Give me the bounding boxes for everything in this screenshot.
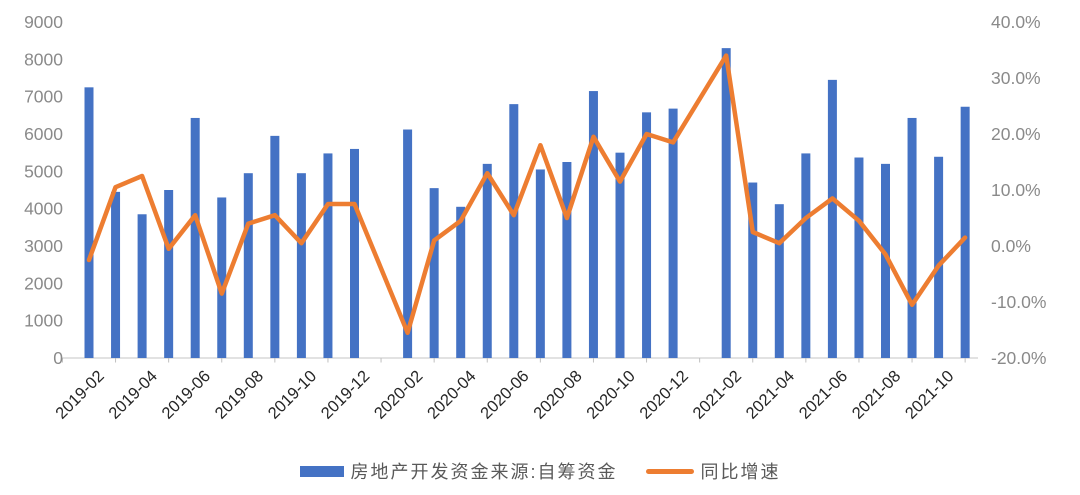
bar-series [84, 48, 970, 359]
bar-2020-05 [482, 163, 492, 358]
x-axis-category-label: 2019-10 [265, 367, 321, 423]
line-series-swatch-icon [645, 468, 694, 474]
left-axis-tick-label: 6000 [24, 124, 63, 144]
left-axis-tick-label: 1000 [24, 311, 63, 331]
left-axis-tick-label: 4000 [24, 199, 63, 219]
left-axis-tick-label: 5000 [24, 161, 63, 181]
left-axis-tick-label: 8000 [24, 49, 63, 69]
x-axis-category-label: 2019-06 [158, 367, 214, 423]
x-axis-category-label: 2020-04 [424, 367, 480, 423]
left-axis-tick-label: 3000 [24, 236, 63, 256]
bar-series-swatch-icon [299, 465, 344, 477]
x-axis-category-label: 2019-08 [212, 367, 268, 423]
x-axis [61, 357, 978, 363]
bar-2019-06 [190, 117, 200, 359]
x-axis-category-label: 2020-02 [371, 367, 427, 423]
legend-item-bar-series: 房地产开发资金来源:自筹资金 [299, 458, 618, 484]
bar-2019-04 [137, 214, 147, 358]
left-axis-tick-label: 7000 [24, 87, 63, 107]
bar-2020-09 [588, 91, 598, 359]
bar-2021-11 [960, 106, 970, 358]
x-axis-category-label: 2021-08 [849, 367, 905, 423]
x-axis-category-label: 2020-06 [477, 367, 533, 423]
right-axis-tick-label: 30.0% [991, 68, 1041, 88]
chart-legend: 房地产开发资金来源:自筹资金 同比增速 [0, 458, 1080, 484]
x-axis-category-label: 2019-04 [105, 367, 161, 423]
left-axis-labels: 9000 8000 7000 6000 5000 4000 3000 2000 1000 0 [24, 12, 63, 368]
bar-2021-04 [774, 204, 784, 358]
bar-2020-02 [403, 129, 413, 358]
x-axis-labels: 2019-022019-042019-062019-082019-102019-… [52, 367, 957, 423]
x-axis-category-label: 2020-12 [636, 367, 692, 423]
bar-2020-08 [562, 162, 572, 358]
bar-2020-03 [429, 188, 439, 358]
bar-2019-11 [323, 153, 333, 358]
x-axis-category-label: 2020-08 [530, 367, 586, 423]
bar-2020-10 [615, 152, 625, 358]
x-axis-category-label: 2021-10 [902, 367, 958, 423]
bar-2019-05 [164, 190, 174, 358]
bar-2019-07 [217, 197, 227, 358]
right-axis-tick-label: 0.0% [991, 236, 1031, 256]
line-series-label: 同比增速 [700, 462, 781, 482]
bar-2021-07 [854, 157, 864, 358]
bar-series-label: 房地产开发资金来源:自筹资金 [350, 462, 618, 482]
bar-2021-09 [907, 117, 917, 359]
bar-2019-08 [243, 173, 253, 358]
x-axis-category-label: 2021-02 [689, 367, 745, 423]
right-axis-tick-label: 40.0% [991, 12, 1041, 32]
x-axis-category-label: 2019-02 [52, 367, 108, 423]
bar-2021-02 [721, 48, 731, 359]
bar-2019-02 [84, 87, 94, 358]
bar-2021-08 [881, 163, 890, 358]
left-axis-tick-label: 0 [53, 348, 63, 368]
x-axis-category-label: 2021-04 [743, 367, 799, 423]
bar-2021-10 [934, 156, 944, 358]
bar-2020-11 [642, 112, 652, 358]
bar-2021-03 [748, 182, 758, 358]
bar-2020-04 [456, 206, 466, 358]
right-axis-tick-label: 10.0% [991, 180, 1041, 200]
bar-2020-06 [509, 104, 519, 358]
bar-2021-05 [801, 153, 811, 358]
right-axis-tick-label: 20.0% [991, 124, 1041, 144]
bar-2020-07 [535, 169, 545, 358]
right-axis-labels: 40.0% 30.0% 20.0% 10.0% 0.0% -10.0% -20.0% [991, 12, 1046, 368]
x-axis-category-label: 2019-12 [318, 367, 374, 423]
x-axis-category-label: 2020-10 [583, 367, 639, 423]
bar-2019-10 [296, 173, 306, 358]
right-axis-tick-label: -10.0% [991, 292, 1046, 312]
growth-line [86, 53, 968, 336]
legend-item-line-series: 同比增速 [645, 458, 781, 484]
x-axis-category-label: 2021-06 [796, 367, 852, 423]
left-axis-tick-label: 9000 [24, 12, 63, 32]
bar-2020-12 [668, 108, 678, 358]
bar-2019-12 [350, 148, 359, 358]
right-axis-tick-label: -20.0% [991, 348, 1046, 368]
bar-2019-03 [111, 191, 121, 358]
bar-2021-06 [827, 79, 837, 358]
bar-2019-09 [270, 135, 280, 358]
left-axis-tick-label: 2000 [24, 273, 63, 293]
